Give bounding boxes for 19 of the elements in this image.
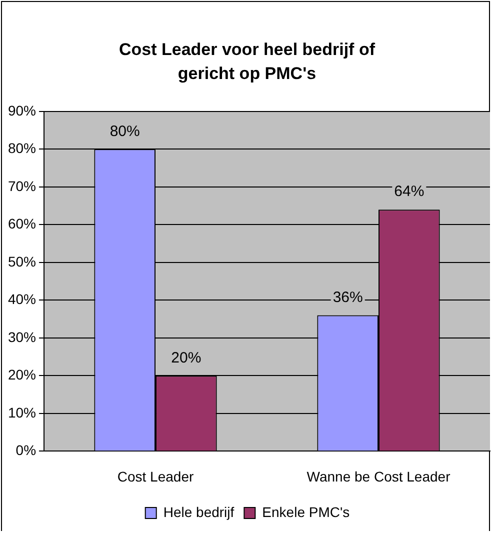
y-tick-label: 70% bbox=[8, 178, 36, 194]
legend-label: Hele bedrijf bbox=[163, 504, 234, 520]
y-tick-label: 90% bbox=[8, 102, 36, 118]
x-tick-label: Cost Leader bbox=[117, 468, 194, 484]
y-tick-label: 60% bbox=[8, 216, 36, 232]
y-tick-label: 10% bbox=[8, 404, 36, 420]
data-label: 20% bbox=[171, 349, 202, 366]
y-tick-label: 80% bbox=[8, 140, 36, 156]
y-tick-label: 50% bbox=[8, 253, 36, 270]
x-tick-label: Wanne be Cost Leader bbox=[306, 468, 451, 484]
chart-title: Cost Leader voor heel bedrijf of gericht op PMC's bbox=[118, 39, 376, 85]
y-tick-label: 30% bbox=[8, 328, 36, 345]
y-tick-label: 20% bbox=[8, 366, 36, 383]
data-label: 36% bbox=[332, 288, 363, 306]
data-label: 64% bbox=[394, 183, 424, 200]
legend-label: Enkele PMC's bbox=[262, 504, 350, 520]
data-label: 80% bbox=[110, 122, 140, 140]
y-tick-label: 0% bbox=[16, 442, 36, 458]
y-tick-label: 40% bbox=[8, 291, 36, 308]
